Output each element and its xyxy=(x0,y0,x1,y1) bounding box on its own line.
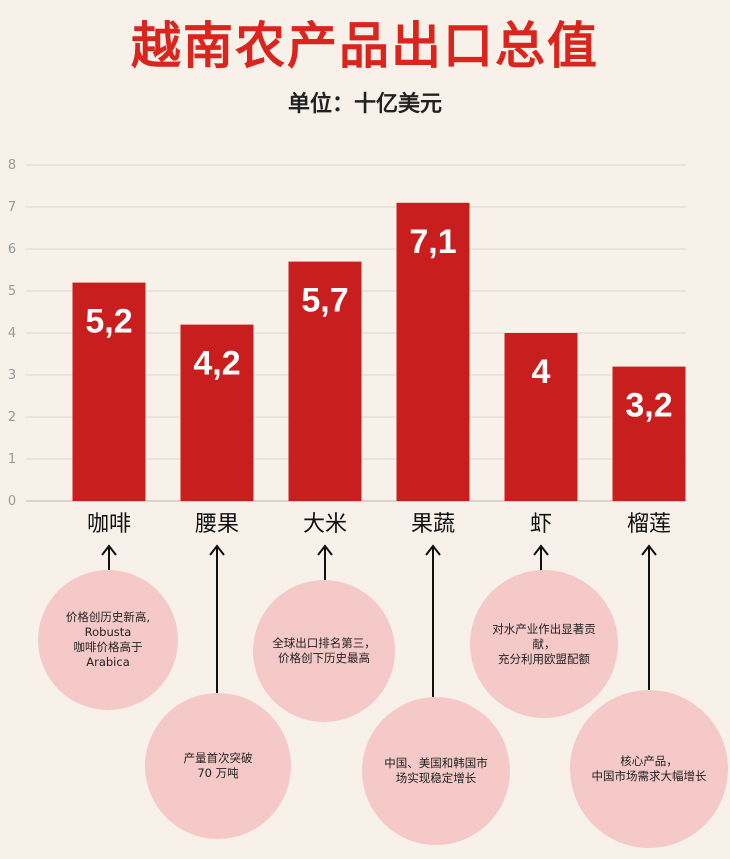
bar xyxy=(504,333,578,501)
y-tick-label: 1 xyxy=(8,452,16,467)
arrow-head xyxy=(425,544,441,556)
x-category-label: 虾 xyxy=(530,512,552,537)
arrow-head xyxy=(101,544,117,556)
x-category-label: 大米 xyxy=(303,512,347,537)
bar-value-label: 3,2 xyxy=(625,387,672,425)
arrow-head xyxy=(317,544,333,556)
bar xyxy=(180,324,254,501)
y-tick-label: 7 xyxy=(8,200,16,215)
y-tick-label: 2 xyxy=(8,410,16,425)
x-category-label: 果蔬 xyxy=(411,512,455,537)
annotation-rice: 全球出口排名第三， 价格创下历史最高 xyxy=(253,580,395,722)
y-tick-label: 5 xyxy=(8,284,16,299)
x-category-label: 腰果 xyxy=(195,512,239,537)
annotation-cashew: 产量首次突破 70 万吨 xyxy=(145,693,291,839)
bar xyxy=(288,261,362,501)
chart-subtitle: 单位：十亿美元 xyxy=(287,92,442,117)
y-tick-label: 3 xyxy=(8,368,16,383)
annotation-coffee: 价格创历史新高, Robusta 咖啡价格高于 Arabica xyxy=(38,570,178,710)
chart-title: 越南农产品出口总值 xyxy=(131,17,599,75)
x-category-label: 榴莲 xyxy=(627,512,671,537)
bar-value-label: 5,2 xyxy=(85,303,132,341)
annotation-durian: 核心产品， 中国市场需求大幅增长 xyxy=(570,690,728,848)
y-tick-label: 8 xyxy=(8,158,16,173)
bar xyxy=(396,202,470,502)
arrow-head xyxy=(533,544,549,556)
y-tick-label: 4 xyxy=(8,326,16,341)
bar xyxy=(72,282,146,501)
annotation-fruit-veg: 中国、美国和韩国市 场实现稳定增长 xyxy=(362,697,510,845)
bar-value-label: 7,1 xyxy=(409,223,456,261)
y-tick-label: 6 xyxy=(8,242,16,257)
arrow-head xyxy=(641,544,657,556)
annotation-shrimp: 对水产业作出显著贡献， 充分利用欧盟配额 xyxy=(470,570,618,718)
arrow-head xyxy=(209,544,225,556)
x-category-label: 咖啡 xyxy=(87,512,131,537)
bar-value-label: 4 xyxy=(532,353,551,391)
bar xyxy=(612,366,686,501)
y-tick-label: 0 xyxy=(8,494,16,509)
bar-value-label: 4,2 xyxy=(193,345,240,383)
bar-value-label: 5,7 xyxy=(301,282,348,320)
